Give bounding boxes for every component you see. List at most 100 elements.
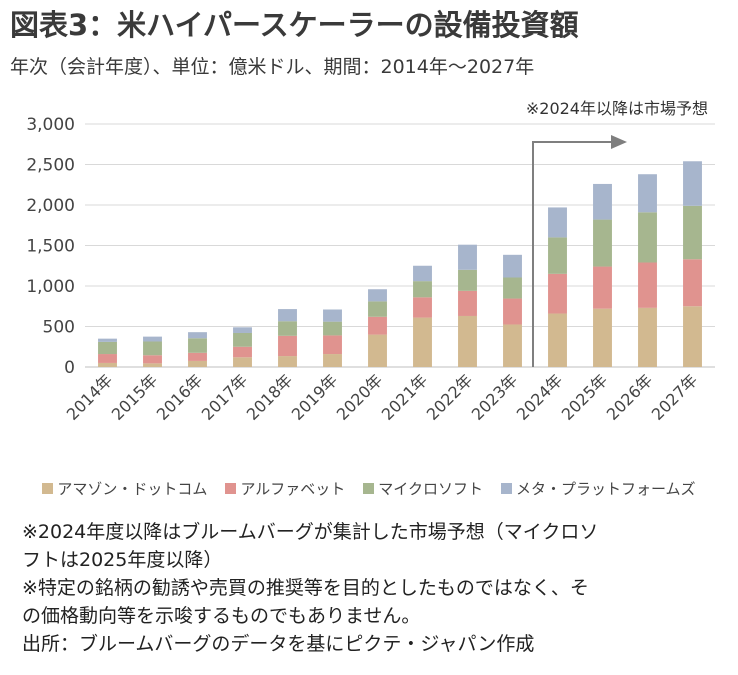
bar-segment bbox=[413, 317, 432, 367]
bar-segment bbox=[188, 360, 207, 367]
forecast-label: ※2024年以降は市場予想 bbox=[526, 99, 708, 118]
x-tick-label: 2023年 bbox=[468, 370, 522, 424]
legend-swatch bbox=[42, 483, 54, 494]
x-tick-label: 2020年 bbox=[333, 370, 387, 424]
legend-label: アマゾン・ドットコム bbox=[57, 480, 208, 498]
bar-segment bbox=[413, 297, 432, 318]
x-tick-label: 2021年 bbox=[378, 370, 432, 424]
legend-swatch bbox=[501, 483, 512, 494]
forecast-divider-line bbox=[532, 141, 613, 367]
bar-segment bbox=[593, 308, 612, 367]
bar-segment bbox=[458, 290, 477, 316]
bar-segment bbox=[98, 354, 117, 363]
legend-item: メタ・プラットフォームズ bbox=[501, 478, 696, 499]
bar-segment bbox=[458, 269, 477, 291]
forecast-arrow-icon bbox=[611, 135, 627, 149]
bar-segment bbox=[683, 161, 702, 206]
bar-segment bbox=[323, 354, 342, 367]
bar-segment bbox=[548, 237, 567, 274]
bar-segment bbox=[188, 338, 207, 353]
bar-segment bbox=[233, 346, 252, 358]
bar-segment bbox=[593, 183, 612, 220]
x-tick-label: 2017年 bbox=[198, 370, 252, 424]
bar-segment bbox=[278, 309, 297, 322]
x-tick-label: 2027年 bbox=[648, 370, 702, 424]
bar-segment bbox=[413, 265, 432, 282]
bar-segment bbox=[683, 259, 702, 307]
bar-segment bbox=[188, 352, 207, 361]
bar-segment bbox=[503, 298, 522, 325]
bar-segment bbox=[458, 315, 477, 367]
chart-title: 図表3：米ハイパースケーラーの設備投資額 bbox=[10, 8, 579, 42]
bar-segment bbox=[368, 289, 387, 302]
legend-label: メタ・プラットフォームズ bbox=[516, 480, 696, 498]
bar-segment bbox=[503, 324, 522, 367]
bar-segment bbox=[683, 306, 702, 367]
x-tick-label: 2026年 bbox=[603, 370, 657, 424]
bar-segment bbox=[548, 273, 567, 314]
bar-segment bbox=[593, 219, 612, 267]
legend-swatch bbox=[363, 483, 375, 494]
x-tick-label: 2016年 bbox=[153, 370, 207, 424]
bar-segment bbox=[593, 266, 612, 309]
legend-label: マイクロソフト bbox=[378, 480, 483, 498]
stacked-bar-chart: 05001,0001,5002,0002,5003,0002014年2015年2… bbox=[26, 99, 715, 424]
note-line: の価格動向等を示唆するものでもありません。 bbox=[22, 605, 421, 627]
bar-segment bbox=[143, 341, 162, 356]
bar-segment bbox=[278, 356, 297, 367]
y-tick-label: 0 bbox=[64, 358, 75, 378]
bar-segment bbox=[683, 205, 702, 260]
note-line: ※特定の銘柄の勧誘や売買の推奨等を目的としたものではなく、そ bbox=[22, 577, 589, 599]
x-tick-label: 2025年 bbox=[558, 370, 612, 424]
bar-segment bbox=[233, 357, 252, 367]
bar-segment bbox=[233, 327, 252, 333]
bar-segment bbox=[98, 341, 117, 355]
bar-segment bbox=[548, 207, 567, 238]
legend-item: アマゾン・ドットコム bbox=[42, 478, 207, 499]
x-tick-label: 2014年 bbox=[63, 370, 117, 424]
x-tick-label: 2024年 bbox=[513, 370, 567, 424]
bar-segment bbox=[143, 355, 162, 364]
bar-segment bbox=[98, 362, 117, 367]
bar-segment bbox=[413, 281, 432, 298]
bar-segment bbox=[638, 307, 657, 367]
bar-segment bbox=[638, 262, 657, 308]
y-tick-label: 500 bbox=[43, 318, 75, 338]
legend-swatch bbox=[225, 483, 237, 494]
y-tick-label: 3,000 bbox=[26, 115, 75, 135]
bar-segment bbox=[638, 174, 657, 213]
y-tick-label: 2,000 bbox=[26, 196, 75, 216]
y-tick-label: 1,500 bbox=[26, 237, 75, 257]
note-line: フトは2025年度以降） bbox=[22, 549, 223, 571]
bar-segment bbox=[368, 301, 387, 317]
bar-segment bbox=[638, 212, 657, 263]
bar-segment bbox=[323, 321, 342, 336]
bar-segment bbox=[143, 336, 162, 342]
x-tick-label: 2022年 bbox=[423, 370, 477, 424]
bar-segment bbox=[323, 309, 342, 322]
y-tick-label: 1,000 bbox=[26, 277, 75, 297]
bar-segment bbox=[143, 363, 162, 367]
bar-segment bbox=[278, 321, 297, 336]
bar-segment bbox=[98, 338, 117, 342]
x-tick-label: 2018年 bbox=[243, 370, 297, 424]
x-tick-label: 2019年 bbox=[288, 370, 342, 424]
bar-segment bbox=[368, 334, 387, 367]
bar-segment bbox=[458, 244, 477, 270]
bar-segment bbox=[548, 313, 567, 367]
legend-item: マイクロソフト bbox=[363, 478, 483, 499]
note-line: 出所：ブルームバーグのデータを基にピクテ・ジャパン作成 bbox=[22, 633, 535, 655]
bar-segment bbox=[188, 332, 207, 339]
bar-segment bbox=[368, 316, 387, 335]
bar-segment bbox=[503, 277, 522, 299]
y-tick-label: 2,500 bbox=[26, 156, 75, 176]
legend-label: アルファベット bbox=[240, 480, 346, 498]
bar-segment bbox=[503, 254, 522, 278]
bar-segment bbox=[278, 335, 297, 357]
legend: アマゾン・ドットコム アルファベット マイクロソフト メタ・プラットフォームズ bbox=[0, 478, 738, 499]
legend-item: アルファベット bbox=[225, 478, 345, 499]
chart-subtitle: 年次（会計年度）、単位：億米ドル、期間：2014年～2027年 bbox=[10, 56, 535, 78]
bar-segment bbox=[323, 335, 342, 355]
x-tick-label: 2015年 bbox=[108, 370, 162, 424]
note-line: ※2024年度以降はブルームバーグが集計した市場予想（マイクロソ bbox=[22, 521, 599, 543]
